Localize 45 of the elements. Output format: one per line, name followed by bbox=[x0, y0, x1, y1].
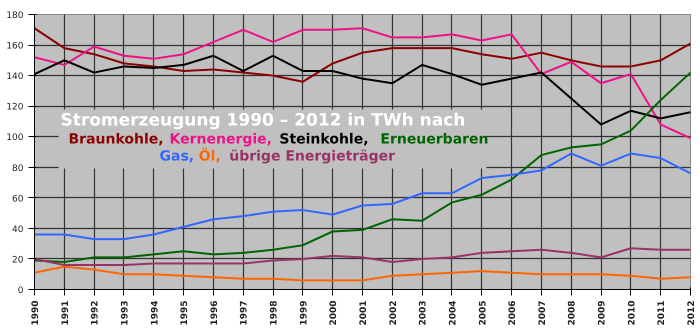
text: Braunkohle, bbox=[68, 132, 164, 148]
x-tick-label: 2009 bbox=[598, 300, 608, 326]
x-tick-label: 2000 bbox=[329, 300, 340, 326]
x-tick-label: 1995 bbox=[180, 300, 190, 326]
x-tick-label: 2006 bbox=[508, 300, 518, 326]
x-tick-label: 2003 bbox=[418, 300, 429, 326]
y-tick-label: 0 bbox=[18, 286, 24, 296]
y-tick-label: 160 bbox=[6, 42, 24, 52]
y-tick-label: 120 bbox=[6, 102, 24, 113]
x-tick-label: 2005 bbox=[478, 300, 488, 326]
x-tick-label: 2001 bbox=[359, 300, 369, 326]
text: Öl, bbox=[198, 148, 221, 164]
x-tick-label: 2010 bbox=[627, 300, 638, 326]
x-tick-label: 1996 bbox=[210, 300, 220, 326]
text: Gas, bbox=[160, 148, 194, 164]
line-series bbox=[34, 247, 690, 266]
x-tick-label: 1998 bbox=[270, 300, 280, 326]
x-tick-label: 2008 bbox=[568, 300, 578, 326]
x-tick-label: 1993 bbox=[120, 300, 130, 326]
x-tick-label: 2007 bbox=[538, 300, 548, 326]
line-series bbox=[34, 266, 690, 282]
line-series bbox=[34, 27, 690, 83]
x-tick-label: 1992 bbox=[90, 300, 101, 326]
line-series bbox=[34, 72, 690, 263]
text: Erneuerbaren bbox=[380, 132, 489, 148]
text: Kernenergie, bbox=[170, 132, 272, 148]
y-tick-label: 20 bbox=[12, 255, 24, 266]
text: übrige Energieträger bbox=[229, 148, 396, 164]
x-tick-label: 2012 bbox=[687, 300, 697, 326]
x-tick-label: 2002 bbox=[388, 300, 399, 326]
x-tick-label: 1994 bbox=[150, 300, 160, 326]
x-tick-label: 2004 bbox=[448, 300, 458, 326]
text: Stromerzeugung 1990 – 2012 in TWh nach bbox=[60, 110, 466, 130]
x-tick-label: 2011 bbox=[657, 300, 668, 326]
text: Steinkohle, bbox=[279, 132, 369, 148]
x-tick-label: 1997 bbox=[240, 300, 250, 326]
x-tick-label: 1990 bbox=[31, 300, 41, 326]
y-tick-label: 140 bbox=[6, 72, 24, 82]
y-tick-label: 80 bbox=[12, 164, 24, 174]
x-tick-label: 1999 bbox=[299, 300, 310, 326]
y-tick-label: 60 bbox=[12, 194, 24, 204]
x-tick-label: 1991 bbox=[60, 300, 71, 326]
y-tick-label: 100 bbox=[6, 133, 24, 144]
y-tick-label: 180 bbox=[6, 11, 24, 21]
y-tick-label: 40 bbox=[12, 224, 24, 235]
